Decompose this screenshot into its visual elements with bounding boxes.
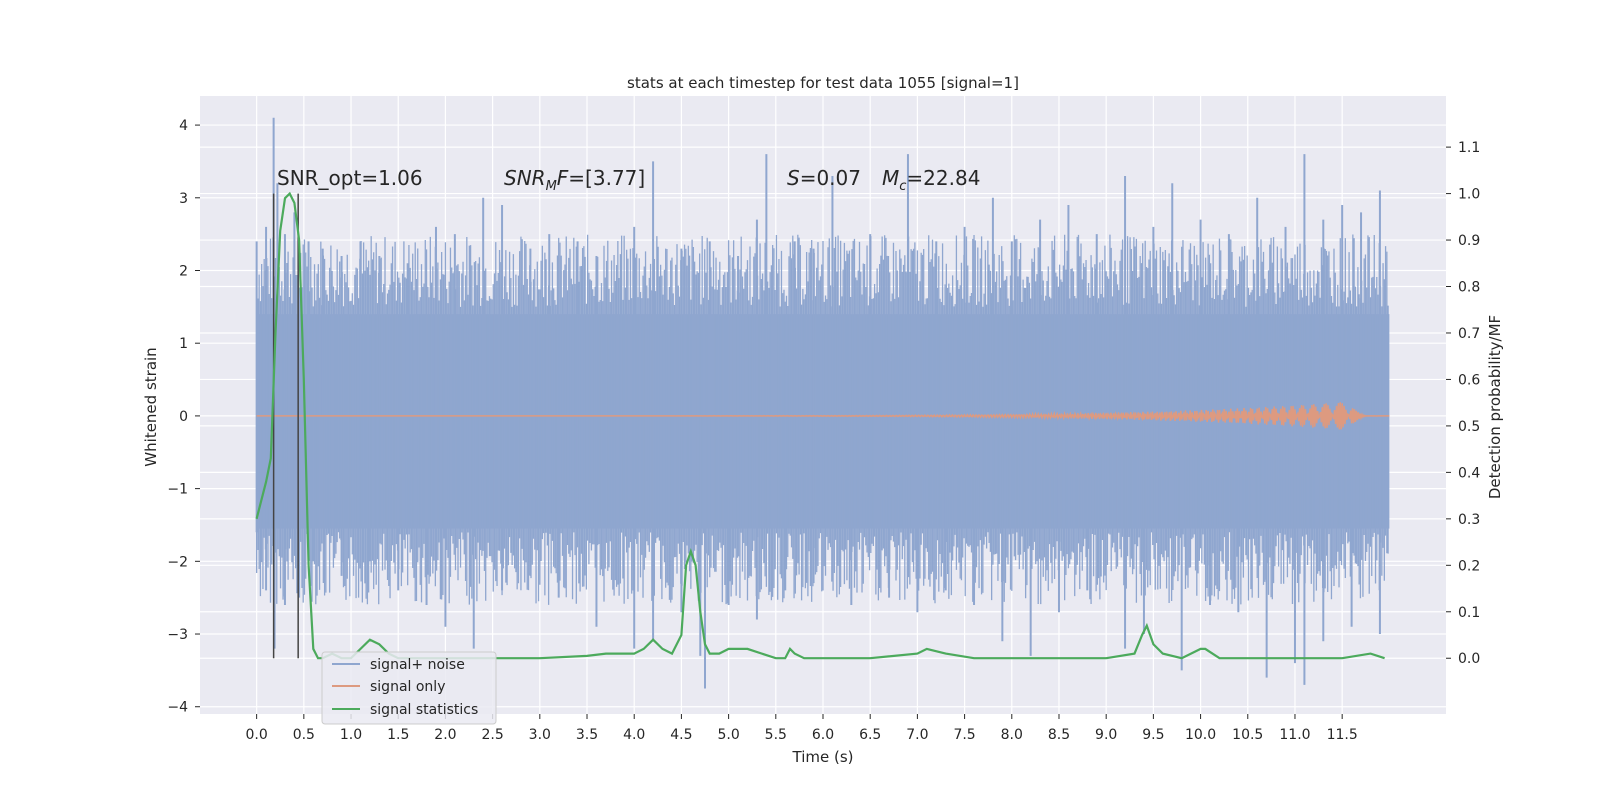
y-tick-label-0: 4	[179, 118, 188, 134]
x-tick-label-2: 1.0	[340, 727, 362, 743]
signal-only-line	[256, 402, 1390, 430]
y2-tick-label-0: 1.1	[1458, 140, 1480, 156]
x-tick-label-11: 5.5	[765, 727, 787, 743]
legend-box	[321, 651, 497, 725]
x-tick-label-5: 2.5	[481, 727, 503, 743]
x-tick-label-4: 2.0	[434, 727, 456, 743]
y2-tick-label-6: 0.5	[1458, 419, 1480, 435]
y2-tick-label-11: 0.0	[1458, 651, 1480, 667]
y-tick-label-6: −2	[167, 554, 188, 570]
y2-tick-label-2: 0.9	[1458, 233, 1480, 249]
annotation-snr-opt: SNR_opt=1.06	[277, 166, 423, 190]
legend-label-signal-statistics: signal statistics	[370, 702, 478, 718]
chart-title: stats at each timestep for test data 105…	[627, 74, 1019, 92]
signal-statistics-line	[255, 191, 1385, 660]
y2-tick-label-3: 0.8	[1458, 280, 1480, 296]
annotation-s-stat: S=0.07	[787, 166, 861, 190]
x-tick-label-14: 7.0	[906, 727, 928, 743]
y2-tick-label-7: 0.4	[1458, 465, 1480, 481]
x-axis-label: Time (s)	[792, 748, 854, 766]
annotation-snr-mf: SNRMF=[3.77]	[504, 166, 645, 194]
signal-statistics-series	[255, 191, 1385, 660]
annotation-chirp-mass: Mc=22.84	[882, 166, 980, 194]
x-tick-label-10: 5.0	[717, 727, 739, 743]
x-tick-label-23: 11.5	[1327, 727, 1358, 743]
y2-axis-label: Detection probability/MF	[1486, 315, 1504, 499]
x-tick-label-1: 0.5	[293, 727, 315, 743]
y2-tick-label-1: 1.0	[1458, 187, 1480, 203]
y-tick-label-3: 1	[179, 336, 188, 352]
x-tick-label-13: 6.5	[859, 727, 881, 743]
x-tick-label-12: 6.0	[812, 727, 834, 743]
y-tick-label-4: 0	[179, 409, 188, 425]
x-tick-label-19: 9.5	[1142, 727, 1164, 743]
y-axis-label: Whitened strain	[142, 347, 160, 466]
x-tick-label-9: 4.5	[670, 727, 692, 743]
x-tick-label-0: 0.0	[246, 727, 268, 743]
x-tick-label-7: 3.5	[576, 727, 598, 743]
y-tick-label-5: −1	[167, 482, 188, 498]
x-tick-label-16: 8.0	[1001, 727, 1023, 743]
y-tick-label-7: −3	[167, 627, 188, 643]
x-tick-label-6: 3.0	[529, 727, 551, 743]
x-tick-label-18: 9.0	[1095, 727, 1117, 743]
y-tick-label-1: 3	[179, 191, 188, 207]
x-tick-label-22: 11.0	[1279, 727, 1310, 743]
y-tick-label-2: 2	[179, 263, 188, 279]
y2-tick-label-8: 0.3	[1458, 512, 1480, 528]
y2-tick-label-4: 0.7	[1458, 326, 1480, 342]
legend-label-signal-only: signal only	[370, 679, 445, 695]
y2-tick-label-9: 0.2	[1458, 558, 1480, 574]
signal-only-series	[256, 402, 1390, 430]
y2-axis-ticks: 1.1 1.0 0.9 0.8 0.7 0.6 0.5 0.4 0.3 0.2 0.1 0.0	[1446, 140, 1480, 667]
legend: signal+ noise signal only signal statist…	[321, 651, 497, 725]
legend-label-signal-noise: signal+ noise	[370, 657, 465, 673]
x-tick-label-3: 1.5	[387, 727, 409, 743]
x-axis-ticks: 0.0 0.5 1.0 1.5 2.0 2.5 3.0 3.5 4.0 4.5 5.0 5.5 6.0 6…	[246, 714, 1358, 743]
y2-tick-label-5: 0.6	[1458, 372, 1480, 388]
x-tick-label-21: 10.5	[1232, 727, 1263, 743]
x-tick-label-15: 7.5	[953, 727, 975, 743]
y-axis-ticks: 4 3 2 1 0 −1 −2 −3 −4	[167, 118, 200, 716]
y2-tick-label-10: 0.1	[1458, 605, 1480, 621]
marker-lines	[272, 193, 299, 659]
x-tick-label-8: 4.0	[623, 727, 645, 743]
y-tick-label-8: −4	[167, 700, 188, 716]
x-tick-label-17: 8.5	[1048, 727, 1070, 743]
x-tick-label-20: 10.0	[1185, 727, 1216, 743]
